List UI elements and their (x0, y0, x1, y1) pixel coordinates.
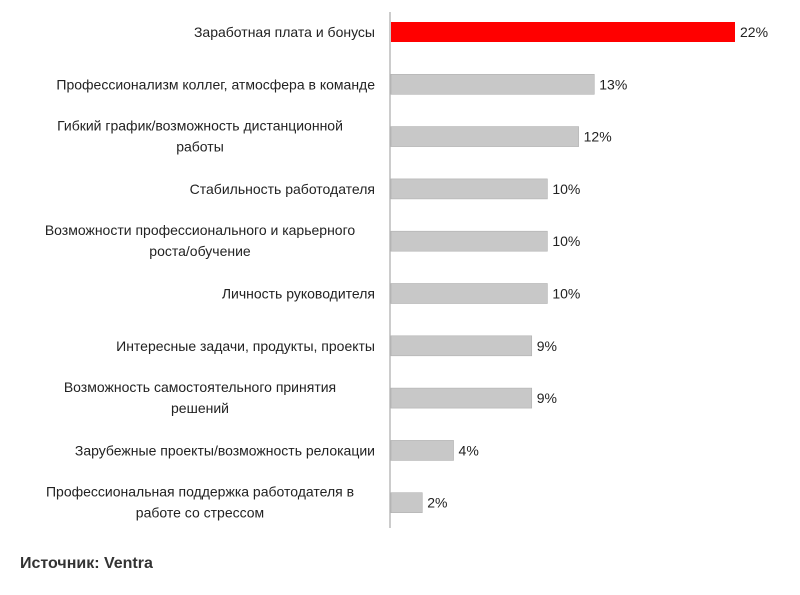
category-label-10: Профессиональная поддержка работодателя … (46, 484, 354, 521)
bar-9 (390, 440, 454, 461)
value-label-6: 10% (552, 286, 580, 302)
value-label-2: 13% (599, 76, 627, 92)
category-label-3: Гибкий график/возможность дистанционной р… (57, 118, 343, 155)
value-label-4: 10% (552, 181, 580, 197)
bar-3 (390, 126, 579, 147)
category-label-8: Возможность самостоятельного принятия реш… (64, 379, 336, 416)
category-label-6: Личность руководителя (222, 286, 375, 302)
value-label-9: 4% (459, 442, 479, 458)
source-note: Источник: Ventra (20, 555, 153, 572)
value-label-8: 9% (537, 390, 557, 406)
category-label-5: Возможности профессионального и карьерно… (45, 222, 356, 259)
value-label-3: 12% (584, 129, 612, 145)
bar-1 (391, 22, 735, 42)
bar-2 (390, 74, 595, 95)
category-label-7: Интересные задачи, продукты, проекты (116, 338, 375, 354)
value-label-10: 2% (427, 495, 447, 511)
value-label-1: 22% (740, 24, 768, 40)
bar-7 (390, 335, 533, 357)
category-label-1: Заработная плата и бонусы (194, 24, 375, 40)
bar-5 (390, 230, 548, 252)
bar-10 (390, 492, 423, 514)
category-label-9: Зарубежные проекты/возможность релокации (75, 442, 375, 458)
value-label-7: 9% (537, 338, 557, 354)
bar-8 (390, 387, 533, 409)
category-label-2: Профессионализм коллег, атмосфера в кома… (56, 76, 375, 92)
value-label-5: 10% (552, 233, 580, 249)
bar-6 (390, 283, 548, 304)
bar-chart: Заработная плата и бонусы Профессионализм… (45, 12, 768, 528)
bar-4 (390, 178, 548, 200)
category-label-4: Стабильность работодателя (190, 181, 375, 197)
